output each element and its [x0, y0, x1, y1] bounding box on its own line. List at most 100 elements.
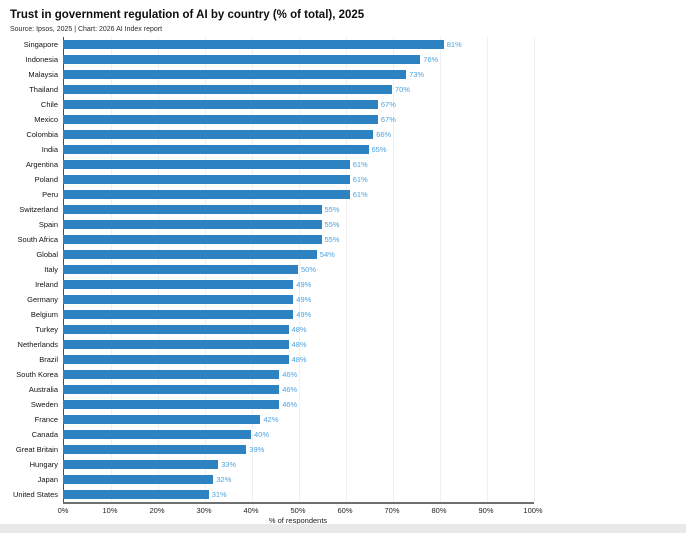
bar: [63, 339, 289, 349]
country-label: Switzerland: [19, 204, 58, 214]
bar-row: Great Britain 39%: [0, 442, 686, 457]
country-label: Turkey: [35, 324, 58, 334]
gridline: [393, 36, 394, 502]
x-tick-label: 30%: [196, 505, 212, 515]
bar: [63, 84, 392, 94]
bar-row: Turkey 48%: [0, 322, 686, 337]
bar: [63, 399, 280, 409]
value-label: 39%: [249, 445, 265, 455]
country-label: Thailand: [29, 84, 58, 94]
bar: [63, 234, 322, 244]
bar-track: 32%: [63, 472, 533, 487]
value-label: 70%: [395, 85, 411, 95]
bar-row: Malaysia 73%: [0, 67, 686, 82]
value-label: 32%: [216, 475, 232, 485]
bar-track: 33%: [63, 457, 533, 472]
bar-track: 61%: [63, 157, 533, 172]
country-label: Peru: [42, 189, 58, 199]
country-label: Mexico: [34, 114, 58, 124]
value-label: 61%: [352, 160, 368, 170]
bar-track: 81%: [63, 37, 533, 52]
value-label: 42%: [263, 415, 279, 425]
x-tick-label: 20%: [149, 505, 165, 515]
bar: [63, 219, 322, 229]
bar-row: Indonesia 76%: [0, 52, 686, 67]
bar-row: India 65%: [0, 142, 686, 157]
chart-subtitle: Source: Ipsos, 2025 | Chart: 2026 AI Ind…: [10, 25, 163, 33]
country-label: Global: [36, 249, 58, 259]
bar-track: 73%: [63, 67, 533, 82]
value-label: 46%: [282, 370, 298, 380]
country-label: Australia: [28, 384, 58, 394]
bar-row: Spain 55%: [0, 217, 686, 232]
x-tick-label: 40%: [243, 505, 259, 515]
country-label: Malaysia: [28, 69, 58, 79]
bar: [63, 324, 289, 334]
bar-row: Colombia 66%: [0, 127, 686, 142]
value-label: 40%: [254, 430, 270, 440]
bar: [63, 114, 378, 124]
bar: [63, 414, 261, 424]
gridline: [487, 36, 488, 502]
country-label: Spain: [38, 219, 58, 229]
x-tick-label: 80%: [431, 505, 447, 515]
value-label: 48%: [291, 325, 307, 335]
bar: [63, 369, 280, 379]
bar-row: Belgium 49%: [0, 307, 686, 322]
bar-row: Japan 32%: [0, 472, 686, 487]
x-tick-label: 50%: [290, 505, 306, 515]
value-label: 61%: [352, 190, 368, 200]
country-label: Poland: [34, 174, 58, 184]
bar-track: 40%: [63, 427, 533, 442]
chart-header: Trust in government regulation of AI by …: [0, 0, 686, 33]
bar-track: 46%: [63, 367, 533, 382]
bar-track: 67%: [63, 112, 533, 127]
bar-row: Switzerland 55%: [0, 202, 686, 217]
country-label: Great Britain: [15, 444, 58, 454]
value-label: 46%: [282, 400, 298, 410]
value-label: 55%: [324, 220, 340, 230]
gridline: [440, 36, 441, 502]
bar: [63, 354, 289, 364]
bar-row: Sweden 46%: [0, 397, 686, 412]
bar-track: 46%: [63, 382, 533, 397]
bar-track: 61%: [63, 172, 533, 187]
bar-row: Singapore 81%: [0, 37, 686, 52]
x-axis-line: [63, 501, 534, 504]
bar-row: Brazil 48%: [0, 352, 686, 367]
country-label: Belgium: [30, 309, 58, 319]
bar: [63, 69, 407, 79]
value-label: 73%: [409, 70, 425, 80]
bar: [63, 54, 421, 64]
x-tick-label: 10%: [102, 505, 118, 515]
country-label: Sweden: [30, 399, 58, 409]
x-tick-label: 60%: [337, 505, 353, 515]
bar-track: 55%: [63, 217, 533, 232]
bar-track: 67%: [63, 97, 533, 112]
bar: [63, 294, 294, 304]
bar: [63, 129, 374, 139]
country-label: Brazil: [39, 354, 58, 364]
country-label: Germany: [27, 294, 58, 304]
bar-track: 49%: [63, 292, 533, 307]
bar-track: 49%: [63, 307, 533, 322]
value-label: 50%: [301, 265, 317, 275]
bar-row: Netherlands 48%: [0, 337, 686, 352]
bar: [63, 279, 294, 289]
bar: [63, 204, 322, 214]
bar-track: 46%: [63, 397, 533, 412]
x-axis-label: % of respondents: [268, 515, 328, 525]
country-label: Canada: [31, 429, 58, 439]
bar: [63, 429, 251, 439]
value-label: 49%: [296, 295, 312, 305]
bar-row: Mexico 67%: [0, 112, 686, 127]
bar: [63, 384, 280, 394]
bar-track: 65%: [63, 142, 533, 157]
value-label: 48%: [291, 340, 307, 350]
value-label: 54%: [319, 250, 335, 260]
country-label: Indonesia: [25, 54, 58, 64]
gridline: [299, 36, 300, 502]
bar-row: South Korea 46%: [0, 367, 686, 382]
bar: [63, 159, 350, 169]
